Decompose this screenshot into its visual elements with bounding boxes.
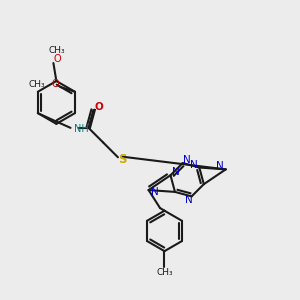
Text: NH: NH — [74, 124, 89, 134]
Text: CH₃: CH₃ — [156, 268, 173, 277]
Text: N: N — [190, 160, 198, 170]
Text: N: N — [217, 161, 224, 171]
Text: N: N — [151, 187, 158, 196]
Text: N: N — [183, 155, 191, 165]
Text: CH₃: CH₃ — [28, 80, 45, 89]
Text: S: S — [118, 153, 127, 166]
Text: N: N — [185, 195, 193, 205]
Text: O: O — [94, 103, 103, 112]
Text: O: O — [53, 55, 61, 64]
Text: CH₃: CH₃ — [49, 46, 66, 55]
Text: N: N — [172, 167, 180, 177]
Text: O: O — [52, 80, 59, 89]
